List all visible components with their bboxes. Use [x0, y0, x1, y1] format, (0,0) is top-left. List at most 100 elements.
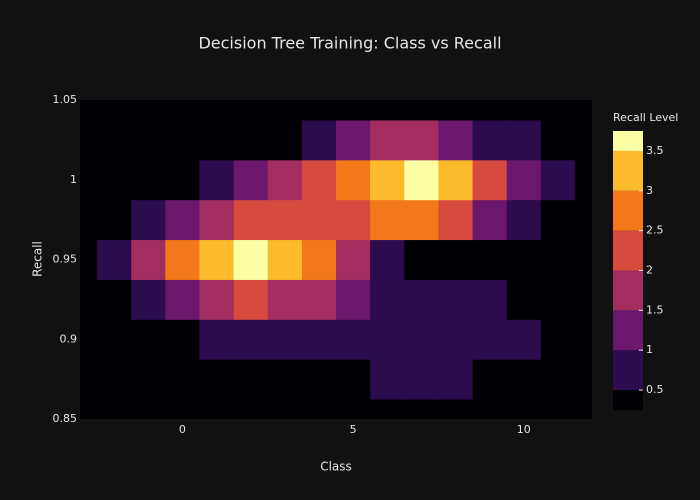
contour-cell — [472, 199, 508, 241]
contour-cell — [506, 100, 542, 121]
contour-cell — [404, 279, 439, 320]
contour-cell — [472, 399, 508, 419]
contour-cell — [540, 359, 576, 400]
contour-cell — [233, 119, 269, 161]
contour-cell — [165, 199, 200, 241]
contour-cell — [199, 319, 235, 360]
contour-cell — [574, 239, 592, 280]
contour-cell — [233, 239, 269, 280]
contour-cell — [233, 279, 269, 320]
contour-cell — [80, 199, 98, 241]
contour-cell — [574, 159, 592, 201]
contour-cell — [336, 119, 371, 161]
y-axis-label: Recall — [31, 241, 45, 277]
contour-cell — [165, 159, 200, 201]
contour-cell — [506, 199, 542, 241]
contour-cell — [540, 159, 576, 201]
colorbar-tick-label: 1 — [646, 343, 653, 356]
contour-cell — [267, 359, 303, 400]
contour-cell — [438, 319, 474, 360]
contour-cell — [97, 359, 132, 400]
contour-cell — [165, 279, 200, 320]
contour-cell — [199, 199, 235, 241]
contour-cell — [336, 359, 371, 400]
y-tick-label: 1 — [70, 173, 77, 186]
contour-cell — [131, 100, 166, 121]
contour-cell — [370, 319, 405, 360]
chart-title: Decision Tree Training: Class vs Recall — [198, 34, 501, 53]
contour-cell — [131, 119, 166, 161]
colorbar-band — [613, 230, 643, 271]
contour-cell — [131, 359, 166, 400]
contour-cell — [267, 279, 303, 320]
contour-cell — [165, 359, 200, 400]
contour-cell — [165, 319, 200, 360]
contour-cell — [301, 359, 337, 400]
contour-cell — [80, 119, 98, 161]
contour-cell — [97, 119, 132, 161]
contour-cell — [267, 119, 303, 161]
contour-cell — [404, 199, 439, 241]
contour-cell — [574, 359, 592, 400]
x-axis-label: Class — [320, 460, 352, 474]
contour-cell — [80, 359, 98, 400]
contour-cell — [336, 100, 371, 121]
contour-cell — [540, 100, 576, 121]
contour-cell — [165, 100, 200, 121]
contour-cell — [336, 399, 371, 419]
contour-cell — [301, 100, 337, 121]
contour-cell — [404, 119, 439, 161]
colorbar-tick-label: 1.5 — [646, 303, 664, 316]
contour-cell — [97, 239, 132, 280]
contour-cell — [233, 399, 269, 419]
contour-cell — [574, 319, 592, 360]
contour-cell — [404, 399, 439, 419]
contour-cell — [506, 239, 542, 280]
contour-cell — [97, 100, 132, 121]
contour-cell — [438, 399, 474, 419]
contour-cell — [301, 239, 337, 280]
contour-cell — [438, 239, 474, 280]
contour-cell — [438, 100, 474, 121]
contour-cell — [301, 199, 337, 241]
contour-cell — [301, 159, 337, 201]
contour-cell — [267, 239, 303, 280]
contour-cell — [540, 319, 576, 360]
contour-cell — [267, 399, 303, 419]
contour-cell — [97, 399, 132, 419]
contour-cell — [506, 359, 542, 400]
contour-cell — [267, 319, 303, 360]
contour-cell — [472, 359, 508, 400]
colorbar-band — [613, 350, 643, 391]
contour-cell — [233, 159, 269, 201]
contour-cell — [438, 159, 474, 201]
contour-cell — [165, 119, 200, 161]
y-tick-label: 0.95 — [53, 253, 78, 266]
contour-cell — [131, 399, 166, 419]
contour-cell — [301, 279, 337, 320]
contour-cell — [267, 199, 303, 241]
contour-cell — [540, 279, 576, 320]
colorbar-tick-label: 3 — [646, 184, 653, 197]
contour-cell — [131, 159, 166, 201]
contour-cell — [199, 279, 235, 320]
contour-cell — [404, 100, 439, 121]
contour-cell — [267, 100, 303, 121]
contour-cell — [199, 399, 235, 419]
contour-cell — [233, 199, 269, 241]
contour-cell — [574, 199, 592, 241]
colorbar-band — [613, 310, 643, 351]
y-tick-label: 1.05 — [53, 93, 78, 106]
contour-cell — [80, 279, 98, 320]
colorbar-tick-label: 2.5 — [646, 224, 664, 237]
colorbar-tick-label: 0.5 — [646, 383, 664, 396]
contour-cell — [574, 119, 592, 161]
contour-cell — [370, 239, 405, 280]
contour-cell — [438, 119, 474, 161]
contour-cell — [506, 279, 542, 320]
contour-cell — [233, 359, 269, 400]
contour-cell — [370, 159, 405, 201]
colorbar-band — [613, 190, 643, 231]
colorbar-band — [613, 150, 643, 191]
